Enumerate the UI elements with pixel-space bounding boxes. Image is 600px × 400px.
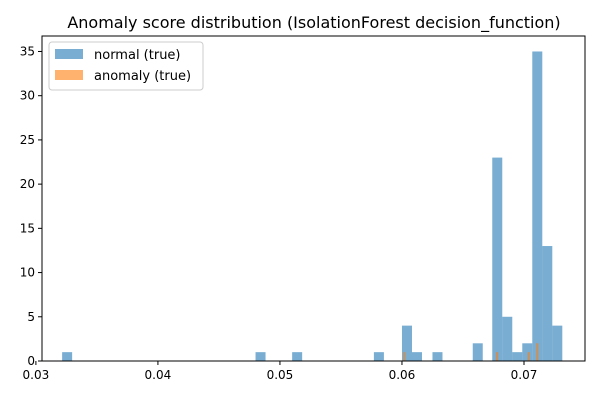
histogram-bar-normal-7 bbox=[472, 343, 483, 361]
histogram-bar-normal-6 bbox=[432, 352, 443, 361]
histogram-bar-normal-10 bbox=[512, 352, 523, 361]
plot-frame bbox=[41, 35, 586, 362]
y-tick-label: 35 bbox=[20, 44, 35, 58]
x-tick-label: 0.04 bbox=[145, 368, 172, 382]
legend-frame bbox=[48, 41, 204, 91]
histogram-bar-normal-11 bbox=[522, 343, 533, 361]
y-tick-label: 5 bbox=[27, 310, 35, 324]
x-tick-label: 0.06 bbox=[389, 368, 416, 382]
histogram-bar-normal-2 bbox=[292, 352, 303, 361]
histogram-bar-normal-3 bbox=[373, 352, 384, 361]
histogram-bar-normal-9 bbox=[502, 316, 513, 361]
histogram-bar-normal-5 bbox=[411, 352, 422, 361]
histogram-bar-normal-0 bbox=[62, 352, 73, 361]
histogram-bar-normal-14 bbox=[552, 325, 563, 361]
x-tick-label: 0.07 bbox=[511, 368, 538, 382]
legend: normal (true) anomaly (true) bbox=[48, 41, 204, 91]
histogram-bar-anomaly-3 bbox=[536, 343, 539, 361]
y-tick-label: 10 bbox=[20, 266, 35, 280]
histogram-bar-anomaly-0 bbox=[403, 352, 406, 361]
histogram-bar-normal-1 bbox=[255, 352, 266, 361]
histogram-bar-normal-12 bbox=[532, 51, 543, 361]
x-axis: 0.03 0.04 0.05 0.06 0.07 bbox=[23, 361, 538, 382]
y-tick-label: 30 bbox=[20, 89, 35, 103]
legend-swatch-anomaly bbox=[55, 70, 83, 80]
x-tick-label: 0.05 bbox=[267, 368, 294, 382]
legend-label-anomaly: anomaly (true) bbox=[94, 69, 191, 84]
histogram-bar-normal-4 bbox=[401, 325, 412, 361]
x-tick-label: 0.03 bbox=[23, 368, 50, 382]
histogram-bar-normal-8 bbox=[492, 157, 503, 361]
histogram-bar-anomaly-2 bbox=[527, 352, 530, 361]
legend-label-normal: normal (true) bbox=[94, 48, 181, 63]
legend-swatch-normal bbox=[55, 49, 83, 59]
y-tick-label: 25 bbox=[20, 133, 35, 147]
chart-title: Anomaly score distribution (IsolationFor… bbox=[67, 13, 560, 33]
bars-layer bbox=[62, 51, 563, 361]
histogram-bar-anomaly-1 bbox=[495, 352, 499, 361]
y-tick-label: 15 bbox=[20, 221, 35, 235]
y-tick-label: 0 bbox=[27, 354, 35, 368]
y-axis: 0 5 10 15 20 25 30 35 bbox=[20, 44, 42, 368]
y-tick-label: 20 bbox=[20, 177, 35, 191]
histogram-bar-normal-13 bbox=[542, 246, 553, 361]
